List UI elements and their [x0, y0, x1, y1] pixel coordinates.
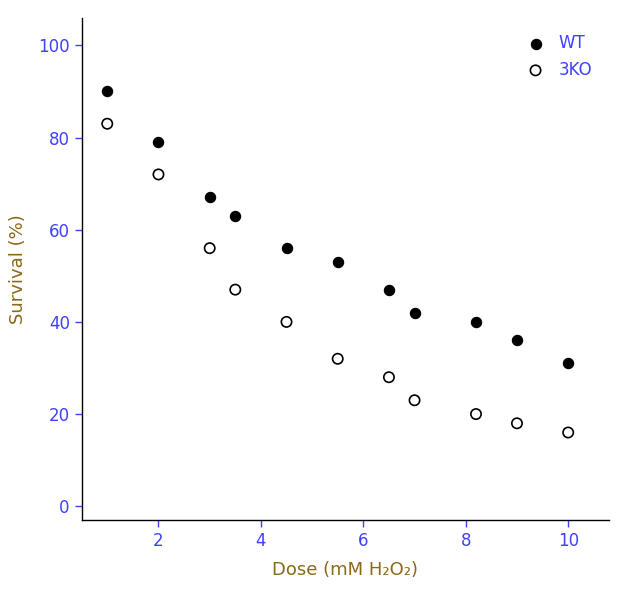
WT [102, 87, 112, 96]
WT [563, 359, 573, 368]
3KO [512, 418, 522, 428]
3KO [471, 410, 481, 419]
X-axis label: Dose (mM H₂O₂): Dose (mM H₂O₂) [273, 561, 418, 579]
WT [409, 308, 420, 317]
3KO [153, 170, 163, 179]
WT [281, 243, 291, 253]
3KO [409, 395, 420, 405]
Y-axis label: Survival (%): Survival (%) [9, 214, 27, 324]
WT [384, 285, 394, 294]
3KO [102, 119, 112, 128]
WT [153, 138, 163, 147]
Legend: WT, 3KO: WT, 3KO [511, 26, 601, 87]
WT [471, 317, 481, 327]
3KO [281, 317, 291, 327]
WT [230, 211, 241, 220]
3KO [384, 372, 394, 382]
3KO [333, 354, 343, 363]
3KO [205, 243, 215, 253]
3KO [230, 285, 241, 294]
3KO [563, 428, 573, 437]
WT [205, 193, 215, 202]
WT [512, 336, 522, 345]
WT [333, 257, 343, 267]
